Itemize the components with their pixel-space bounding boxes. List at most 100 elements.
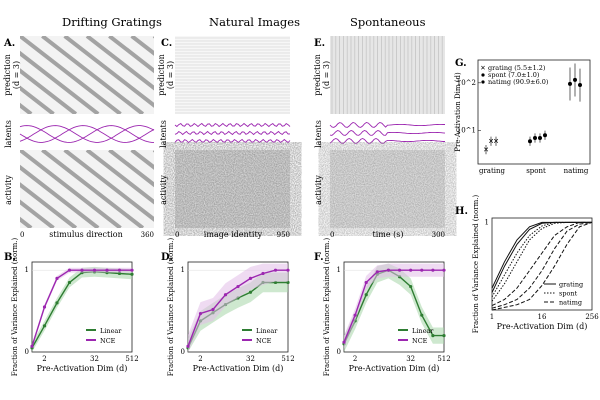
- data-point-nce: [375, 270, 379, 274]
- latents-strip-A: [20, 120, 154, 148]
- diagonal-band: [130, 36, 154, 56]
- panel-A-rasters: [19, 36, 155, 228]
- marker-point: [573, 77, 577, 82]
- plot-frame: [187, 261, 289, 353]
- data-point-linear: [55, 301, 59, 305]
- xtick-C-start: 0: [175, 231, 179, 239]
- activity-raster-A: [20, 150, 154, 228]
- diagonal-band: [20, 150, 122, 228]
- marker-point: [543, 133, 547, 138]
- category-label-spont: spont: [526, 167, 546, 175]
- ylabel-d3-A: (d = 3): [12, 61, 21, 89]
- xtick-A-end: 360: [141, 231, 154, 239]
- plot-frame: [491, 217, 593, 311]
- marker-point: [528, 139, 532, 144]
- legend-label-nce: NCE: [256, 337, 272, 345]
- latent-trace: [174, 138, 291, 144]
- marker-cross: ✕: [493, 138, 499, 146]
- ylabel-activity-A: activity: [4, 175, 13, 205]
- ylabel-latents-A: latents: [4, 120, 13, 148]
- data-point-nce: [186, 344, 190, 348]
- data-point-nce: [30, 344, 34, 348]
- error-band-nce: [188, 263, 288, 352]
- panel-label-C: C.: [161, 38, 172, 49]
- ylabel-prediction-A: prediction: [3, 54, 12, 96]
- diagonal-band: [63, 150, 154, 222]
- diagonal-band: [41, 150, 145, 228]
- ytick-label: 0: [337, 348, 341, 356]
- series-line-linear: [31, 271, 133, 349]
- data-point-linear: [42, 324, 47, 328]
- ylabel-latents-E: latents: [314, 120, 323, 148]
- diagonal-band: [41, 36, 145, 114]
- data-point-linear: [409, 284, 413, 289]
- ytick-label: 1: [337, 266, 341, 274]
- data-point-nce: [42, 305, 47, 309]
- xtick-label: 32: [246, 355, 255, 363]
- data-point-nce: [130, 268, 134, 272]
- chart-F: 2 32 512 0 1 Pre-Activation Dim (d) Fraction o…: [323, 238, 451, 377]
- ytick-label: 10^1: [457, 127, 476, 135]
- ylabel: Fraction of Variance Explained (norm.): [323, 238, 331, 377]
- data-point-nce: [198, 311, 203, 316]
- xlabel: Pre-Activation Dim (d): [497, 322, 588, 331]
- data-point-linear: [442, 334, 446, 338]
- data-point-nce: [80, 268, 84, 272]
- ylabel-activity-E: activity: [314, 175, 323, 205]
- latent-trace: [329, 137, 445, 144]
- data-point-nce: [248, 276, 253, 280]
- data-point-nce: [236, 284, 240, 289]
- panel-label-B: B.: [4, 252, 16, 263]
- marker-point: [538, 135, 542, 140]
- data-point-nce: [442, 268, 446, 272]
- series-line-grating: [491, 221, 592, 289]
- data-point-nce: [117, 268, 122, 272]
- panel-label-A: A.: [3, 38, 15, 49]
- xlabel-E: time (s): [373, 230, 404, 239]
- diagonal-band: [85, 36, 154, 91]
- xtick-E-start: 0: [330, 231, 334, 239]
- series-line-natimg: [491, 221, 593, 309]
- xlabel: Pre-Activation Dim (d): [349, 364, 440, 373]
- series-line-natimg: [491, 221, 592, 307]
- data-point-nce: [409, 268, 413, 272]
- data-point-nce: [342, 340, 346, 344]
- ylabel: Fraction of Variance Explained (norm.): [11, 238, 19, 377]
- xtick-A-start: 0: [20, 231, 24, 239]
- ytick-label: 1: [485, 218, 489, 226]
- latent-trace: [174, 122, 291, 128]
- plot-frame: [343, 261, 445, 353]
- diagonal-band: [108, 36, 154, 74]
- diagonal-band: [130, 150, 154, 170]
- marker-point: [568, 81, 572, 86]
- data-point-nce: [431, 268, 435, 272]
- xtick-label: 512: [125, 355, 138, 363]
- diagonal-band: [20, 182, 78, 228]
- plot-frame: [477, 59, 591, 165]
- chart-B: 2 32 512 0 1 Pre-Activation Dim (d) Fraction o…: [11, 238, 139, 377]
- data-point-linear: [67, 280, 72, 285]
- xlabel: Pre-Activation Dim (d): [37, 364, 128, 373]
- category-label-natimg: natimg: [564, 167, 589, 175]
- legend-label: natimg (90.9±6.0): [488, 78, 549, 86]
- legend-label-natimg: natimg: [559, 299, 582, 307]
- data-point-nce: [273, 268, 278, 272]
- diagonal-band: [20, 36, 122, 114]
- ylabel-latents-C: latents: [159, 120, 168, 148]
- latent-trace: [19, 125, 155, 143]
- latent-trace: [19, 125, 155, 143]
- title-spontaneous: Spontaneous: [350, 15, 426, 29]
- data-point-linear: [431, 334, 435, 338]
- xtick-label: 512: [281, 355, 294, 363]
- data-point-nce: [286, 268, 290, 272]
- legend-label-grating: grating: [559, 281, 583, 289]
- marker-cross: ✕: [483, 146, 489, 154]
- legend-label-spont: spont: [559, 290, 578, 298]
- xtick-label: 512: [437, 355, 450, 363]
- data-point-linear: [248, 290, 253, 294]
- data-point-nce: [353, 313, 357, 317]
- activity-noise-C: [175, 150, 290, 228]
